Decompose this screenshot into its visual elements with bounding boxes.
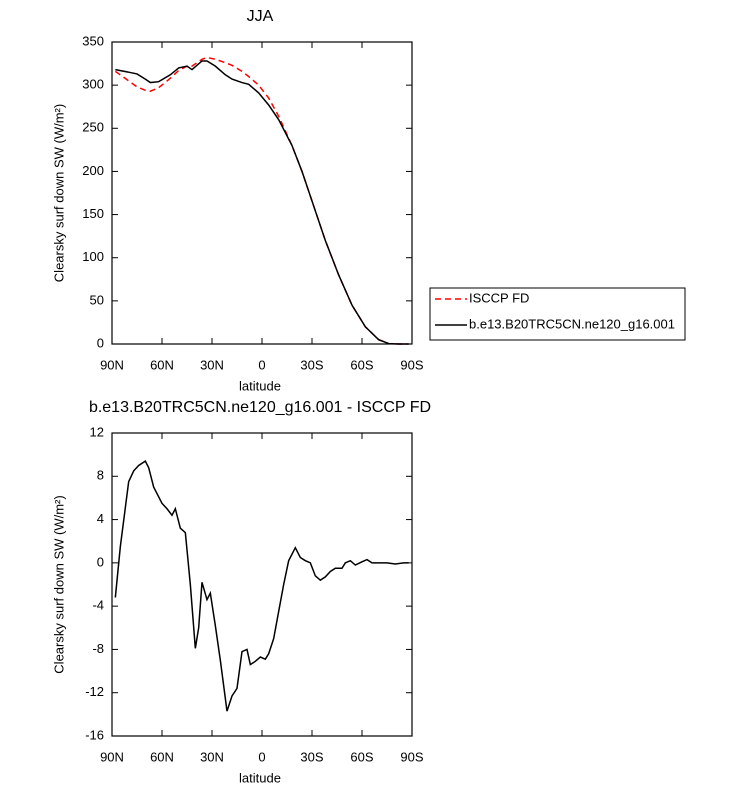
legend-box [429, 287, 686, 341]
y-tick-label: 100 [82, 249, 104, 264]
plot-frame [111, 432, 413, 737]
y-tick-label: 50 [90, 292, 104, 307]
legend-label: b.e13.B20TRC5CN.ne120_g16.001 [469, 316, 675, 331]
x-tick-label: 60N [150, 749, 174, 764]
y-tick-label: 150 [82, 206, 104, 221]
x-tick-label: 90S [400, 749, 423, 764]
legend-label: ISCCP FD [469, 290, 529, 305]
y-tick-label: -4 [92, 598, 104, 613]
y-axis-label: Clearsky surf down SW (W/m²) [51, 104, 66, 282]
x-axis-label: latitude [239, 378, 281, 393]
data-line [114, 460, 409, 712]
x-tick-label: 0 [258, 357, 265, 372]
y-tick-label: 350 [82, 33, 104, 48]
x-tick-label: 60N [150, 357, 174, 372]
x-tick-label: 30S [300, 357, 323, 372]
y-tick-label: -16 [85, 727, 104, 742]
x-tick-label: 30S [300, 749, 323, 764]
y-tick-label: 0 [97, 335, 104, 350]
x-tick-label: 30N [200, 749, 224, 764]
data-line [114, 56, 409, 345]
chart-title: JJA [247, 8, 274, 25]
y-tick-label: 4 [97, 511, 104, 526]
x-tick-label: 30N [200, 357, 224, 372]
x-tick-label: 60S [350, 357, 373, 372]
y-axis-label: Clearsky surf down SW (W/m²) [51, 495, 66, 673]
y-tick-label: 0 [97, 554, 104, 569]
y-tick-label: -8 [92, 641, 104, 656]
x-axis-label: latitude [239, 770, 281, 785]
y-tick-label: 8 [97, 468, 104, 483]
chart-title: b.e13.B20TRC5CN.ne120_g16.001 - ISCCP FD [89, 399, 431, 416]
y-tick-label: 12 [90, 424, 104, 439]
x-tick-label: 0 [258, 749, 265, 764]
y-tick-label: 300 [82, 77, 104, 92]
x-tick-label: 90N [100, 749, 124, 764]
y-tick-label: 200 [82, 163, 104, 178]
data-line [115, 60, 409, 345]
x-tick-label: 90S [400, 357, 423, 372]
y-tick-label: -12 [85, 684, 104, 699]
plot-frame [111, 41, 413, 345]
x-tick-label: 90N [100, 357, 124, 372]
x-tick-label: 60S [350, 749, 373, 764]
y-tick-label: 250 [82, 120, 104, 135]
